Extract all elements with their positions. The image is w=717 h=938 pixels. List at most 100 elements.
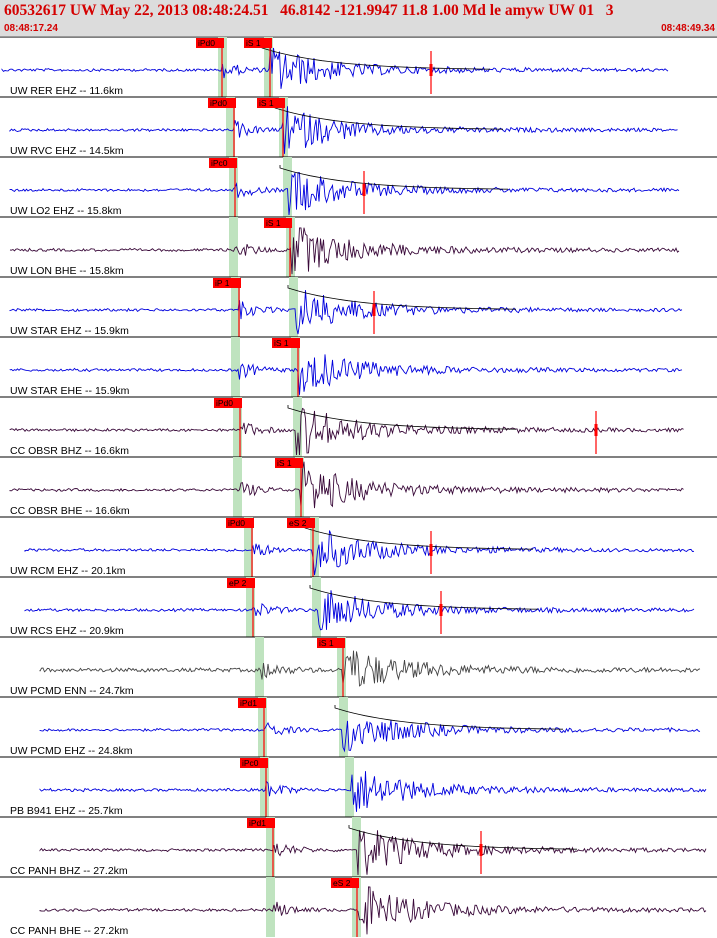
p-phase-band	[260, 757, 269, 817]
trace-row: iS 1 UW STAR EHE -- 15.9km	[0, 336, 717, 397]
event-title: 60532617 UW May 22, 2013 08:48:24.51 46.…	[4, 2, 614, 19]
pick-label: iPd0	[228, 518, 245, 528]
station-label: UW LON BHE -- 15.8km	[10, 265, 124, 277]
pick-tag	[244, 38, 272, 48]
trace-row: iS 1 UW PCMD ENN -- 24.7km	[0, 636, 717, 697]
p-phase-band	[266, 877, 275, 937]
trace-row: eP 2 UW RCS EHZ -- 20.9km	[0, 576, 717, 637]
trace-row: eS 2 CC PANH BHE -- 27.2km	[0, 876, 717, 937]
pick-label: iS 1	[274, 338, 289, 348]
s-phase-band	[337, 637, 346, 697]
waveform	[39, 886, 707, 935]
waveform	[1, 47, 669, 89]
coda-curve	[309, 585, 539, 610]
waveform	[39, 771, 707, 812]
coda-curve	[304, 525, 534, 550]
pick-label: iPd0	[210, 98, 227, 108]
p-phase-band	[258, 697, 267, 757]
station-label: UW STAR EHE -- 15.9km	[10, 385, 130, 397]
waveform	[9, 461, 684, 509]
pick-tag	[240, 758, 268, 768]
pick-tag	[264, 218, 292, 228]
pick-tag	[226, 518, 254, 528]
amplitude-marker-box	[429, 64, 433, 76]
s-phase-band	[283, 157, 292, 217]
station-label: CC OBSR BHZ -- 16.6km	[10, 445, 129, 457]
station-label: UW RCS EHZ -- 20.9km	[10, 625, 124, 637]
waveform	[9, 106, 678, 154]
pick-tag	[247, 818, 275, 828]
coda-curve	[348, 825, 578, 850]
pick-label: iS 1	[246, 38, 261, 48]
amplitude-marker-box	[372, 304, 376, 316]
s-phase-band	[291, 337, 300, 397]
amplitude-marker-box	[362, 184, 366, 196]
pick-tag	[209, 158, 237, 168]
pick-tag	[196, 38, 224, 48]
waveform	[39, 650, 701, 687]
coda-curve	[334, 705, 564, 730]
trace-row: iPc0 PB B941 EHZ -- 25.7km	[0, 756, 717, 817]
pick-tag	[214, 398, 242, 408]
s-phase-band	[312, 577, 321, 637]
p-phase-band	[246, 577, 255, 637]
waveform	[9, 172, 680, 216]
pick-label: eS 2	[289, 518, 307, 528]
pick-label: iS 1	[319, 638, 334, 648]
coda-curve	[279, 165, 509, 190]
station-label: UW STAR EHZ -- 15.9km	[10, 325, 129, 337]
pick-label: eS 2	[333, 878, 351, 888]
s-phase-band	[264, 37, 273, 97]
trace-row: iPd1 UW PCMD EHZ -- 24.8km	[0, 696, 717, 757]
trace-row: iPc0 UW LO2 EHZ -- 15.8km	[0, 156, 717, 217]
p-phase-band	[231, 277, 240, 337]
p-phase-band	[244, 517, 253, 577]
pick-label: iPd1	[249, 818, 266, 828]
station-label: CC PANH BHZ -- 27.2km	[10, 865, 128, 877]
pick-tag	[317, 638, 345, 648]
trace-row: iS 1 CC OBSR BHE -- 16.6km	[0, 456, 717, 517]
waveform	[9, 407, 684, 456]
waveform	[9, 227, 680, 275]
s-phase-band	[293, 397, 302, 457]
pick-label: iP 1	[215, 278, 230, 288]
trace-row: iPd0 CC OBSR BHZ -- 16.6km	[0, 396, 717, 457]
station-label: UW RER EHZ -- 11.6km	[10, 85, 123, 97]
pick-label: iPc0	[211, 158, 228, 168]
p-phase-band	[226, 97, 235, 157]
pick-label: iS 1	[259, 98, 274, 108]
coda-curve	[274, 105, 504, 130]
amplitude-marker-box	[479, 844, 483, 856]
pick-tag	[275, 458, 303, 468]
pick-label: iS 1	[266, 218, 281, 228]
header-bar: 60532617 UW May 22, 2013 08:48:24.51 46.…	[0, 0, 717, 37]
station-label: UW PCMD ENN -- 24.7km	[10, 685, 134, 697]
waveform	[24, 590, 695, 631]
station-label: UW PCMD EHZ -- 24.8km	[10, 745, 133, 757]
pick-tag	[272, 338, 300, 348]
p-phase-band	[255, 637, 264, 697]
amplitude-marker-box	[594, 424, 598, 436]
waveform	[9, 354, 683, 395]
waveform	[39, 720, 701, 753]
pick-label: iPc0	[242, 758, 259, 768]
trace-row: iPd0 iS 1 UW RVC EHZ -- 14.5km	[0, 96, 717, 157]
seismogram-svg: iPd0 iS 1 UW RER EHZ -- 11.6km iPd0 iS 1 UW R…	[0, 37, 717, 937]
amplitude-marker-box	[429, 544, 433, 556]
trace-row: iS 1 UW LON BHE -- 15.8km	[0, 216, 717, 277]
s-phase-band	[289, 277, 298, 337]
waveform	[39, 830, 707, 876]
pick-label: iPd0	[216, 398, 233, 408]
coda-curve	[287, 405, 517, 430]
seismogram-plot: iPd0 iS 1 UW RER EHZ -- 11.6km iPd0 iS 1 UW R…	[0, 37, 717, 938]
waveform	[9, 290, 683, 335]
p-phase-band	[229, 217, 238, 277]
trace-row: iP 1 UW STAR EHZ -- 15.9km	[0, 276, 717, 337]
pick-label: iS 1	[277, 458, 292, 468]
trace-row: iPd1 CC PANH BHZ -- 27.2km	[0, 816, 717, 877]
pick-label: iPd0	[198, 38, 215, 48]
pick-tag	[208, 98, 236, 108]
pick-tag	[331, 878, 359, 888]
pick-tag	[213, 278, 241, 288]
coda-curve	[261, 45, 491, 70]
